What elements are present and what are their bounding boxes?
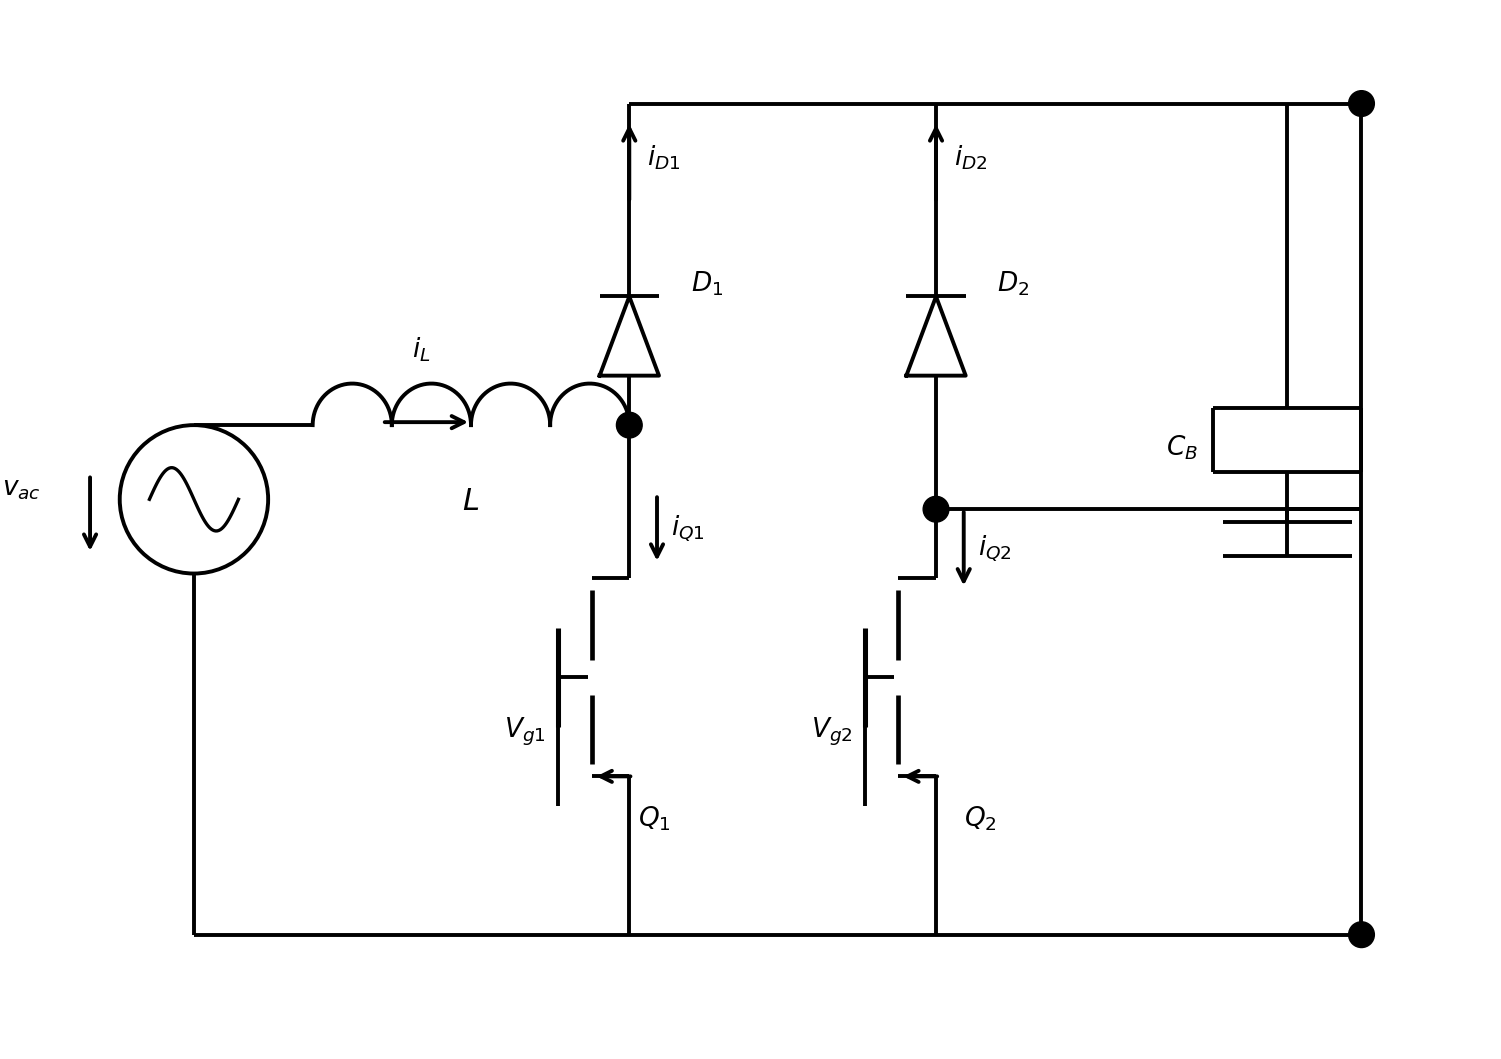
Text: $i_{Q1}$: $i_{Q1}$: [671, 514, 704, 544]
Circle shape: [617, 412, 642, 438]
Text: $V_{g1}$: $V_{g1}$: [504, 716, 546, 748]
Text: $V_{g2}$: $V_{g2}$: [811, 716, 853, 748]
Text: $i_{D2}$: $i_{D2}$: [953, 144, 988, 173]
Text: $Q_1$: $Q_1$: [638, 804, 671, 832]
Circle shape: [1348, 91, 1375, 116]
Text: $C_B$: $C_B$: [1166, 433, 1198, 462]
Text: $i_{Q2}$: $i_{Q2}$: [977, 534, 1012, 564]
Text: $Q_2$: $Q_2$: [964, 804, 997, 832]
Text: $D_1$: $D_1$: [690, 270, 723, 299]
Text: $L$: $L$: [462, 486, 479, 518]
Text: $v_{ac}$: $v_{ac}$: [2, 477, 41, 502]
Circle shape: [923, 497, 949, 522]
Text: $D_2$: $D_2$: [997, 270, 1030, 299]
Text: $i_L$: $i_L$: [413, 336, 431, 364]
Circle shape: [1348, 921, 1375, 948]
Text: $i_{D1}$: $i_{D1}$: [647, 144, 680, 173]
